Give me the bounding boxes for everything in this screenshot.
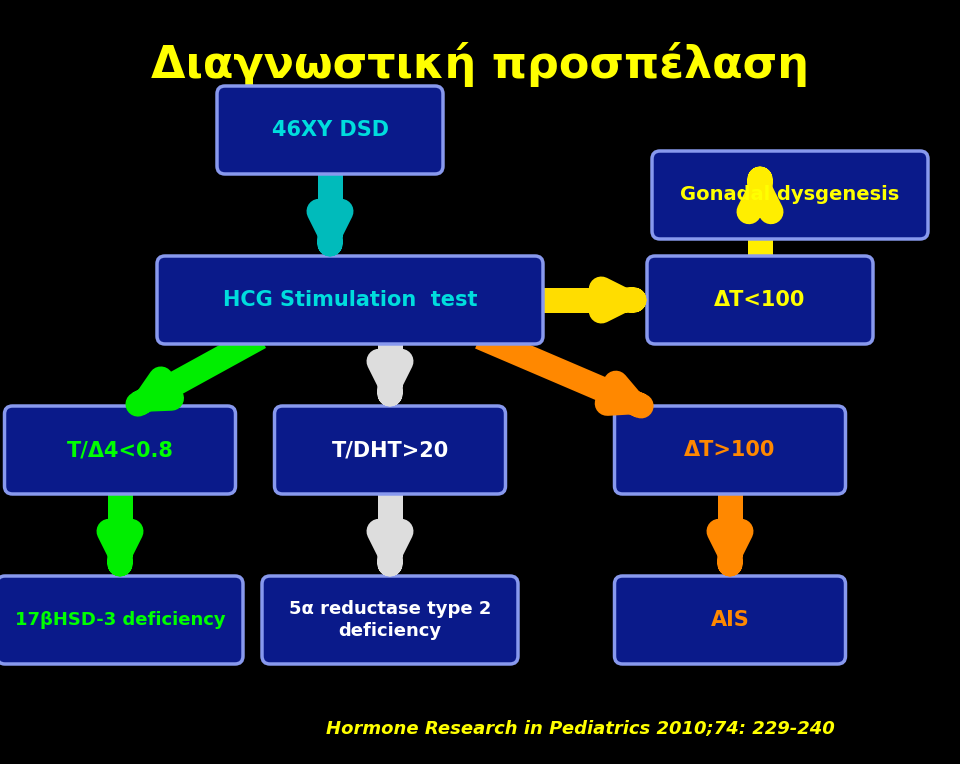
Text: 46XY DSD: 46XY DSD [272, 120, 389, 140]
Text: HCG Stimulation  test: HCG Stimulation test [223, 290, 477, 310]
FancyBboxPatch shape [0, 576, 243, 664]
FancyBboxPatch shape [275, 406, 506, 494]
Text: 17βHSD-3 deficiency: 17βHSD-3 deficiency [14, 611, 226, 629]
Text: 5α reductase type 2
deficiency: 5α reductase type 2 deficiency [289, 600, 492, 640]
Text: ΔT<100: ΔT<100 [714, 290, 805, 310]
Text: Gonadal dysgenesis: Gonadal dysgenesis [681, 186, 900, 205]
FancyBboxPatch shape [652, 151, 928, 239]
Text: AIS: AIS [710, 610, 750, 630]
FancyBboxPatch shape [217, 86, 443, 174]
Text: Διαγνωστική προσπέλαση: Διαγνωστική προσπέλαση [151, 42, 809, 87]
Text: T/DHT>20: T/DHT>20 [331, 440, 448, 460]
FancyBboxPatch shape [614, 406, 846, 494]
Text: Hormone Research in Pediatrics 2010;74: 229-240: Hormone Research in Pediatrics 2010;74: … [325, 720, 834, 738]
Text: T/Δ4<0.8: T/Δ4<0.8 [66, 440, 174, 460]
FancyBboxPatch shape [262, 576, 518, 664]
FancyBboxPatch shape [647, 256, 873, 344]
FancyBboxPatch shape [614, 576, 846, 664]
FancyBboxPatch shape [5, 406, 235, 494]
Text: ΔT>100: ΔT>100 [684, 440, 776, 460]
FancyBboxPatch shape [157, 256, 543, 344]
